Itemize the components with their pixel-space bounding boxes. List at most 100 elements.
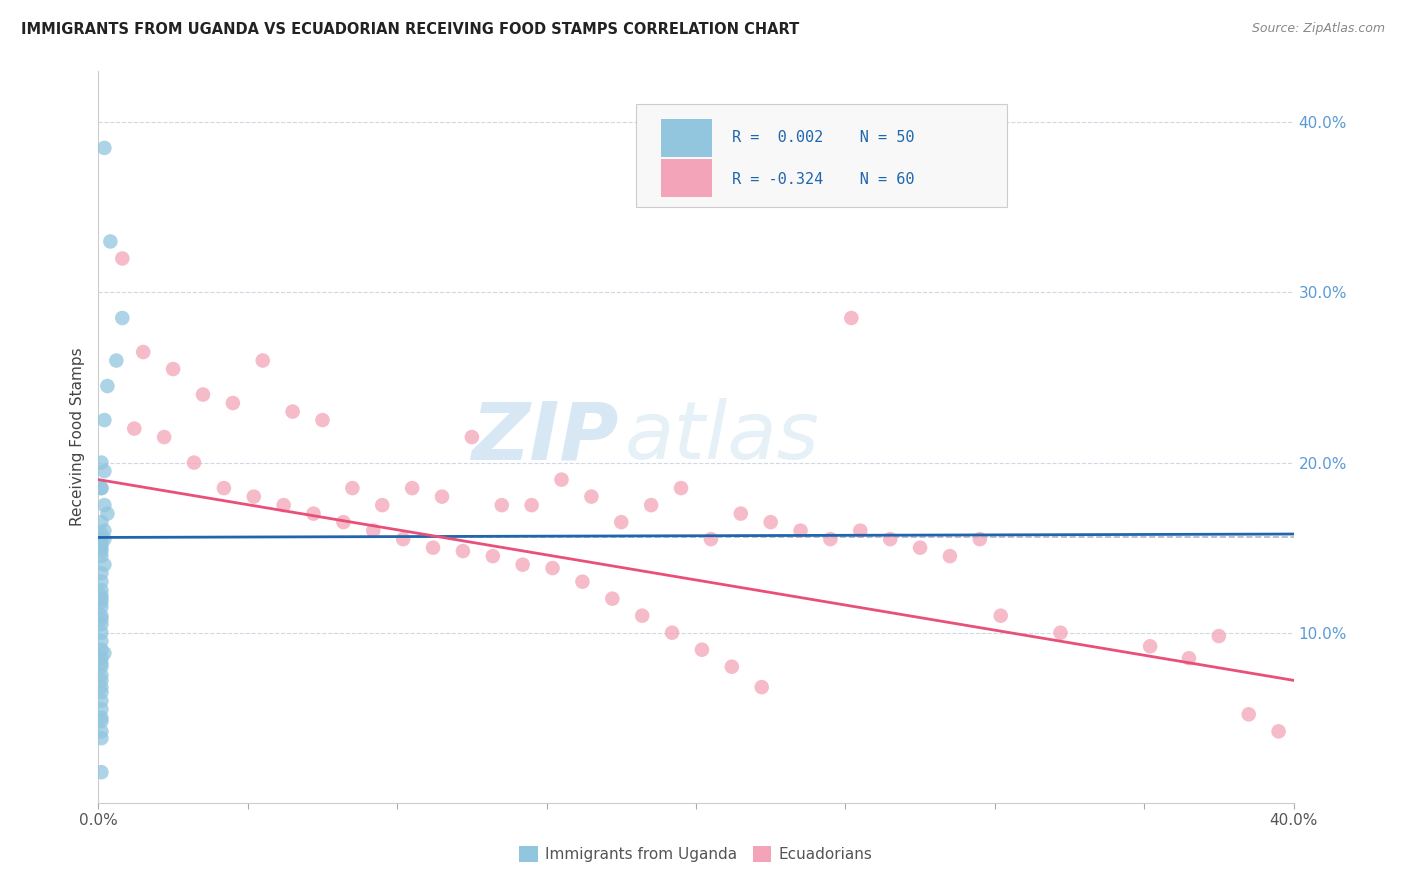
Point — [212, 481, 235, 495]
Point — [90, 608, 112, 623]
Point — [90, 642, 112, 657]
Point — [371, 498, 394, 512]
Point — [90, 657, 112, 671]
Point — [93, 558, 115, 572]
Point — [153, 430, 176, 444]
Point — [640, 498, 662, 512]
Point — [243, 490, 266, 504]
Point — [90, 537, 112, 551]
Point — [669, 481, 692, 495]
Point — [93, 524, 115, 538]
Point — [302, 507, 325, 521]
Point — [90, 731, 112, 746]
Point — [512, 558, 534, 572]
Point — [1049, 625, 1071, 640]
Point — [90, 617, 112, 632]
Point — [759, 515, 782, 529]
Point — [90, 591, 112, 606]
Point — [690, 642, 713, 657]
Point — [721, 659, 744, 673]
Legend: Immigrants from Uganda, Ecuadorians: Immigrants from Uganda, Ecuadorians — [513, 840, 879, 868]
Point — [90, 600, 112, 615]
Point — [111, 311, 134, 326]
Point — [1139, 640, 1161, 654]
Point — [90, 541, 112, 555]
Point — [93, 532, 115, 546]
Point — [1267, 724, 1289, 739]
Point — [1237, 707, 1260, 722]
Text: R =  0.002    N = 50: R = 0.002 N = 50 — [733, 129, 914, 145]
Point — [90, 659, 112, 673]
Point — [969, 532, 991, 546]
Point — [820, 532, 842, 546]
Point — [849, 524, 872, 538]
Point — [541, 561, 564, 575]
Point — [392, 532, 415, 546]
Point — [90, 583, 112, 598]
Point — [879, 532, 901, 546]
Point — [222, 396, 245, 410]
Point — [93, 498, 115, 512]
Point — [610, 515, 633, 529]
Point — [401, 481, 423, 495]
Point — [730, 507, 752, 521]
Point — [1178, 651, 1201, 665]
Point — [990, 608, 1012, 623]
Point — [90, 680, 112, 694]
Text: R = -0.324    N = 60: R = -0.324 N = 60 — [733, 172, 914, 187]
Point — [90, 532, 112, 546]
Point — [93, 464, 115, 478]
FancyBboxPatch shape — [661, 159, 711, 197]
Point — [191, 387, 214, 401]
Point — [520, 498, 543, 512]
Point — [93, 646, 115, 660]
Point — [90, 574, 112, 589]
Point — [430, 490, 453, 504]
Point — [90, 456, 112, 470]
Point — [90, 625, 112, 640]
Point — [281, 404, 304, 418]
Point — [273, 498, 295, 512]
Point — [90, 588, 112, 602]
Point — [491, 498, 513, 512]
FancyBboxPatch shape — [637, 104, 1007, 207]
Point — [363, 524, 385, 538]
Text: IMMIGRANTS FROM UGANDA VS ECUADORIAN RECEIVING FOOD STAMPS CORRELATION CHART: IMMIGRANTS FROM UGANDA VS ECUADORIAN REC… — [21, 22, 800, 37]
Point — [90, 765, 112, 780]
Point — [93, 413, 115, 427]
Point — [90, 612, 112, 626]
Point — [96, 379, 118, 393]
Point — [631, 608, 654, 623]
Point — [93, 141, 115, 155]
Point — [90, 515, 112, 529]
Point — [90, 544, 112, 558]
Point — [332, 515, 354, 529]
Point — [90, 702, 112, 716]
Point — [90, 724, 112, 739]
Point — [96, 507, 118, 521]
Point — [602, 591, 624, 606]
Point — [342, 481, 364, 495]
Point — [90, 549, 112, 563]
Point — [90, 711, 112, 725]
Point — [451, 544, 474, 558]
Point — [162, 362, 184, 376]
Point — [252, 353, 274, 368]
Text: Source: ZipAtlas.com: Source: ZipAtlas.com — [1251, 22, 1385, 36]
Point — [90, 668, 112, 682]
Point — [90, 527, 112, 541]
Point — [132, 345, 155, 359]
Point — [90, 673, 112, 688]
Point — [311, 413, 333, 427]
Point — [550, 473, 572, 487]
Point — [90, 481, 112, 495]
Point — [482, 549, 505, 563]
Point — [908, 541, 931, 555]
Point — [1208, 629, 1230, 643]
Point — [461, 430, 484, 444]
Point — [90, 481, 112, 495]
Point — [90, 714, 112, 728]
Point — [571, 574, 593, 589]
Text: ZIP: ZIP — [471, 398, 619, 476]
Point — [751, 680, 773, 694]
